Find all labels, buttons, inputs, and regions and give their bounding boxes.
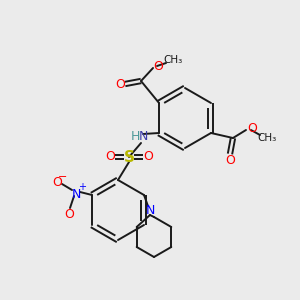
Text: O: O (64, 208, 74, 220)
Text: S: S (124, 149, 134, 164)
Text: O: O (143, 151, 153, 164)
Text: CH₃: CH₃ (257, 133, 277, 143)
Text: O: O (247, 122, 257, 136)
Text: −: − (58, 172, 68, 182)
Text: CH₃: CH₃ (164, 55, 183, 65)
Text: O: O (105, 151, 115, 164)
Text: N: N (138, 130, 148, 143)
Text: +: + (78, 182, 86, 192)
Text: O: O (225, 154, 235, 166)
Text: N: N (71, 188, 81, 200)
Text: N: N (145, 203, 155, 217)
Text: H: H (130, 130, 140, 142)
Text: O: O (115, 77, 125, 91)
Text: O: O (52, 176, 62, 190)
Text: O: O (153, 61, 163, 74)
